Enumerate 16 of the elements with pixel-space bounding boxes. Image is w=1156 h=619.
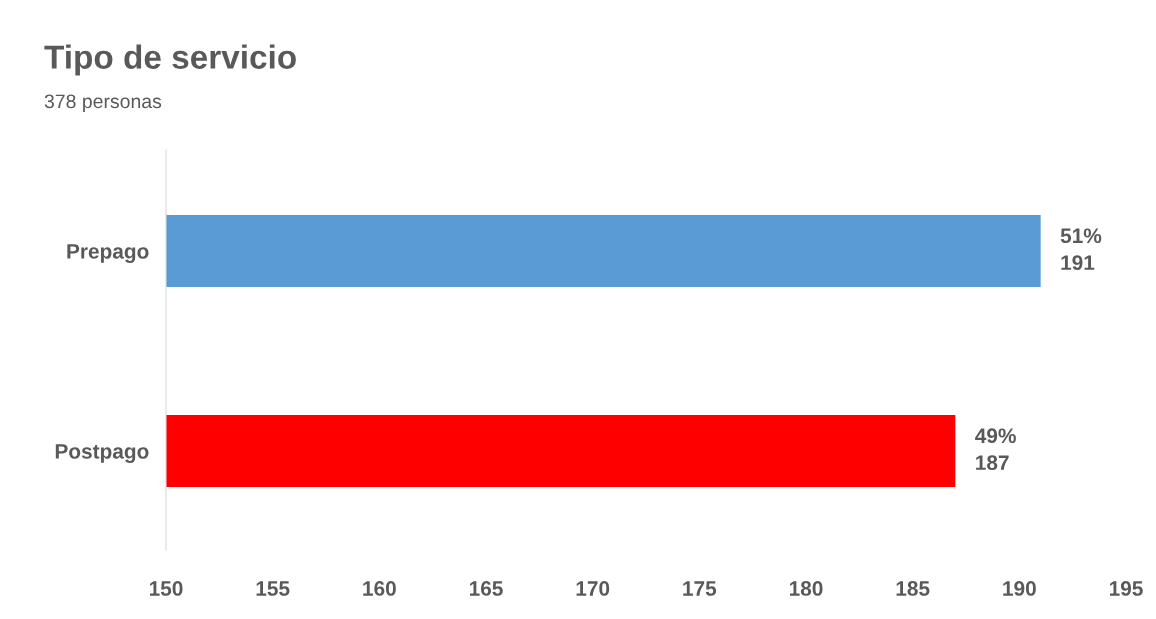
x-tick-label: 150: [149, 581, 183, 596]
data-label: 49% 187: [975, 428, 1016, 471]
x-tick-label: 180: [789, 581, 823, 596]
chart-title: Tipo de servicio: [44, 44, 296, 76]
x-tick-label: 170: [576, 581, 610, 596]
x-tick-label: 155: [256, 581, 290, 596]
x-tick-label: 195: [1109, 581, 1143, 596]
x-tick-label: 185: [896, 581, 930, 596]
x-tick-label: 165: [469, 581, 503, 596]
y-tick-label: Postpago: [55, 444, 149, 463]
chart-subtitle: 378 personas: [44, 94, 162, 113]
data-label: 51% 191: [1060, 228, 1102, 271]
y-tick-label: Prepago: [67, 244, 149, 263]
x-tick-label: 160: [363, 581, 396, 596]
x-tick-label: 190: [1003, 581, 1036, 596]
x-tick-label: 175: [683, 581, 717, 596]
